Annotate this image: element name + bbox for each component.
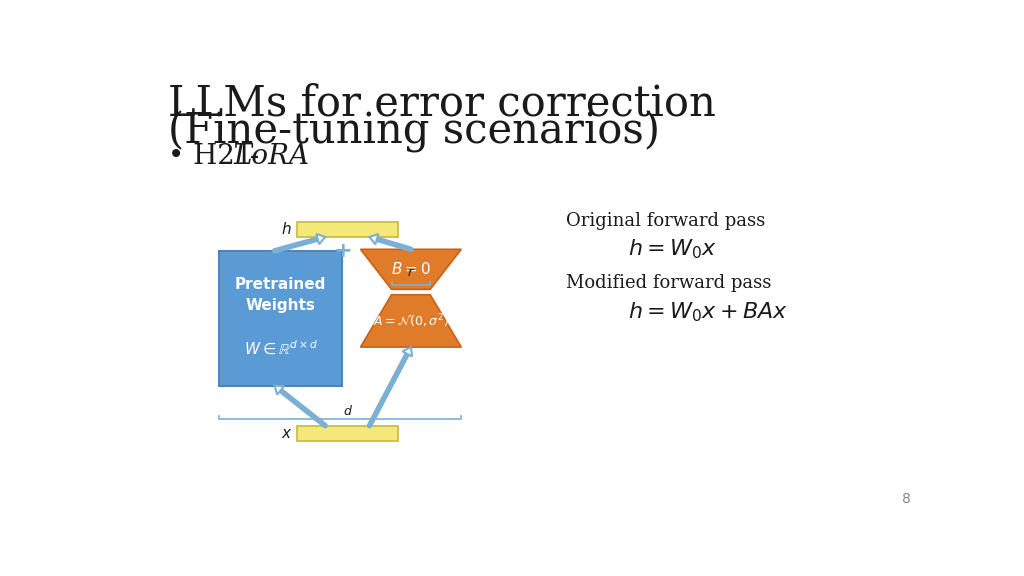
Text: LoRA: LoRA (233, 143, 309, 170)
Text: 8: 8 (902, 492, 910, 506)
FancyBboxPatch shape (297, 222, 397, 237)
Polygon shape (316, 234, 326, 244)
Polygon shape (360, 295, 461, 347)
Text: $r$: $r$ (407, 266, 415, 279)
Text: $A = \mathcal{N}(0,\sigma^2)$: $A = \mathcal{N}(0,\sigma^2)$ (373, 312, 449, 329)
Text: $W \in \mathbb{R}^{d\times d}$: $W \in \mathbb{R}^{d\times d}$ (244, 339, 317, 357)
Text: $h = W_0 x + BAx$: $h = W_0 x + BAx$ (628, 300, 788, 324)
Text: $d$: $d$ (343, 404, 353, 418)
FancyBboxPatch shape (297, 426, 397, 441)
Text: h: h (282, 222, 291, 237)
Text: Original forward pass: Original forward pass (566, 213, 765, 230)
Polygon shape (274, 385, 284, 395)
Text: $h = W_0 x$: $h = W_0 x$ (628, 237, 717, 260)
Text: Modified forward pass: Modified forward pass (566, 274, 771, 292)
Text: LLMs for error correction: LLMs for error correction (168, 83, 716, 125)
Text: $B = 0$: $B = 0$ (391, 262, 431, 277)
Text: x: x (282, 426, 291, 441)
Polygon shape (370, 234, 379, 244)
Text: +: + (334, 241, 352, 261)
Polygon shape (360, 249, 461, 289)
Text: (Fine-tuning scenarios): (Fine-tuning scenarios) (168, 111, 660, 153)
Polygon shape (402, 347, 412, 357)
Text: • H2T-: • H2T- (168, 143, 259, 170)
Text: Pretrained
Weights: Pretrained Weights (234, 277, 327, 313)
FancyBboxPatch shape (219, 251, 342, 385)
